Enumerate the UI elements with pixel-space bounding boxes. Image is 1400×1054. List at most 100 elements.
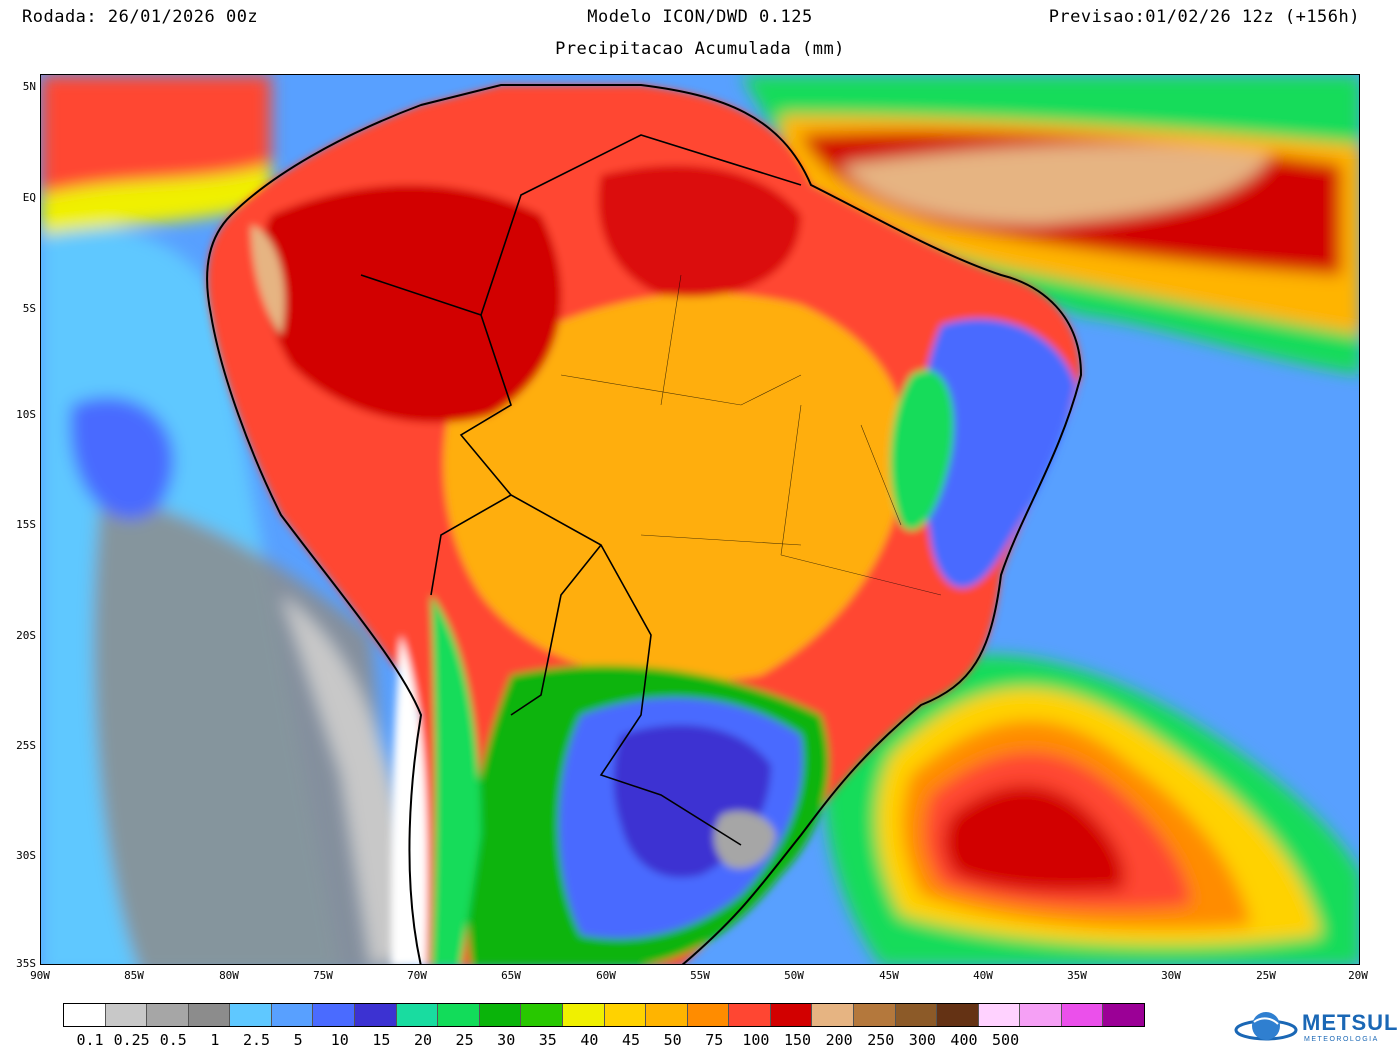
state-borders xyxy=(560,274,942,596)
colorbar-swatch xyxy=(105,1004,148,1026)
colorbar-label: 20 xyxy=(413,1031,432,1049)
lat-label-35s: 35S xyxy=(16,957,36,970)
colorbar-label: 40 xyxy=(580,1031,599,1049)
lon-label-60w: 60W xyxy=(596,969,616,982)
colorbar-label: 25 xyxy=(455,1031,474,1049)
lon-label-50w: 50W xyxy=(784,969,804,982)
itcz-atlantic-brown xyxy=(841,144,1271,225)
precipitation-colorbar xyxy=(63,1003,1145,1027)
colorbar-swatch xyxy=(812,1004,854,1026)
lat-label-15s: 15S xyxy=(16,518,36,531)
lon-label-45w: 45W xyxy=(879,969,899,982)
lat-label-30s: 30S xyxy=(16,849,36,862)
colorbar-swatch xyxy=(271,1004,314,1026)
metsul-logo: METSUL METEOROLOGIA xyxy=(1232,1006,1400,1052)
sacz-darkred xyxy=(944,785,1125,892)
amazon-darkred xyxy=(260,185,562,423)
lon-label-75w: 75W xyxy=(313,969,333,982)
colorbar-label: 35 xyxy=(538,1031,557,1049)
lat-label-5n: 5N xyxy=(22,80,36,93)
lon-label-25w: 25W xyxy=(1256,969,1276,982)
colorbar-swatch xyxy=(230,1004,272,1026)
lat-label-10s: 10S xyxy=(16,408,36,421)
colorbar-swatch xyxy=(479,1004,522,1026)
colorbar-label: 150 xyxy=(783,1031,812,1049)
lat-label-5s: 5S xyxy=(22,302,36,315)
colorbar-label: 100 xyxy=(742,1031,770,1049)
colorbar-swatch xyxy=(978,1004,1021,1026)
run-time: Rodada: 26/01/2026 00z xyxy=(22,7,259,27)
andes-green xyxy=(431,595,481,964)
lon-label-40w: 40W xyxy=(973,969,993,982)
colorbar-swatch xyxy=(895,1004,938,1026)
lon-label-30w: 30W xyxy=(1161,969,1181,982)
lat-label-20s: 20S xyxy=(16,629,36,642)
colorbar-swatch xyxy=(313,1004,356,1026)
colorbar-swatch xyxy=(1020,1004,1062,1026)
country-borders xyxy=(360,134,802,846)
colorbar-swatch xyxy=(853,1004,896,1026)
forecast-valid-time: Previsao:01/02/26 12z (+156h) xyxy=(1048,7,1360,27)
lat-label-eq: EQ xyxy=(22,191,36,204)
pacific-dry-strip xyxy=(281,595,421,964)
colorbar-label: 0.5 xyxy=(159,1031,187,1049)
colorbar-label: 2.5 xyxy=(242,1031,271,1049)
lagoon-gray xyxy=(714,811,776,869)
colorbar-swatch xyxy=(355,1004,397,1026)
colorbar-label: 15 xyxy=(372,1031,391,1049)
model-name: Modelo ICON/DWD 0.125 xyxy=(587,7,813,27)
colorbar-swatch xyxy=(687,1004,730,1026)
colorbar-label: 10 xyxy=(330,1031,349,1049)
colorbar-swatch xyxy=(147,1004,189,1026)
lon-label-80w: 80W xyxy=(219,969,239,982)
pacific-gray-area xyxy=(93,495,401,964)
precipitation-map[interactable] xyxy=(40,74,1360,965)
northeast-blue xyxy=(921,318,1076,588)
colorbar-swatch xyxy=(770,1004,813,1026)
colorbar-swatch xyxy=(562,1004,605,1026)
colorbar-swatch xyxy=(937,1004,979,1026)
logo-name: METSUL xyxy=(1302,1010,1399,1035)
andes-brown xyxy=(251,225,285,335)
lon-label-85w: 85W xyxy=(124,969,144,982)
colorbar-swatch xyxy=(1061,1004,1104,1026)
coastline xyxy=(206,84,1083,964)
colorbar-swatch xyxy=(396,1004,439,1026)
colorbar-swatch xyxy=(1103,1004,1145,1026)
colorbar-label: 200 xyxy=(825,1031,853,1049)
andes-dry-strip xyxy=(391,635,428,964)
colorbar-label: 400 xyxy=(950,1031,978,1049)
colorbar-label: 75 xyxy=(705,1031,724,1049)
colorbar-label: 500 xyxy=(992,1031,1020,1049)
colorbar-swatch xyxy=(188,1004,231,1026)
colorbar-label: 0.1 xyxy=(76,1031,104,1049)
colorbar-label: 50 xyxy=(663,1031,682,1049)
amazon-darkred-2 xyxy=(598,165,801,297)
logo-subtitle: METEOROLOGIA xyxy=(1304,1036,1379,1043)
colorbar-label: 0.25 xyxy=(113,1031,150,1049)
variable-title: Precipitacao Acumulada (mm) xyxy=(555,39,845,59)
lon-label-90w: 90W xyxy=(30,969,50,982)
globe-icon xyxy=(1234,1012,1298,1041)
lon-label-35w: 35W xyxy=(1067,969,1087,982)
colorbar-label: 300 xyxy=(908,1031,936,1049)
lon-label-20w: 20W xyxy=(1348,969,1368,982)
colorbar-label: 5 xyxy=(293,1031,303,1049)
colorbar-swatch xyxy=(64,1004,106,1026)
lon-label-70w: 70W xyxy=(407,969,427,982)
colorbar-label: 45 xyxy=(622,1031,641,1049)
itcz-pacific-edge xyxy=(41,165,271,235)
pacific-blue-blob xyxy=(69,397,174,519)
lon-label-55w: 55W xyxy=(690,969,710,982)
colorbar-label: 250 xyxy=(867,1031,895,1049)
colorbar-swatch xyxy=(729,1004,771,1026)
itcz-pacific xyxy=(41,75,271,195)
colorbar-swatch xyxy=(438,1004,480,1026)
colorbar-label: 1 xyxy=(210,1031,220,1049)
northeast-green xyxy=(890,369,954,531)
lat-label-25s: 25S xyxy=(16,739,36,752)
colorbar-swatch xyxy=(521,1004,563,1026)
colorbar-swatch xyxy=(604,1004,647,1026)
continent-yellow-core xyxy=(443,293,907,683)
lon-label-65w: 65W xyxy=(501,969,521,982)
